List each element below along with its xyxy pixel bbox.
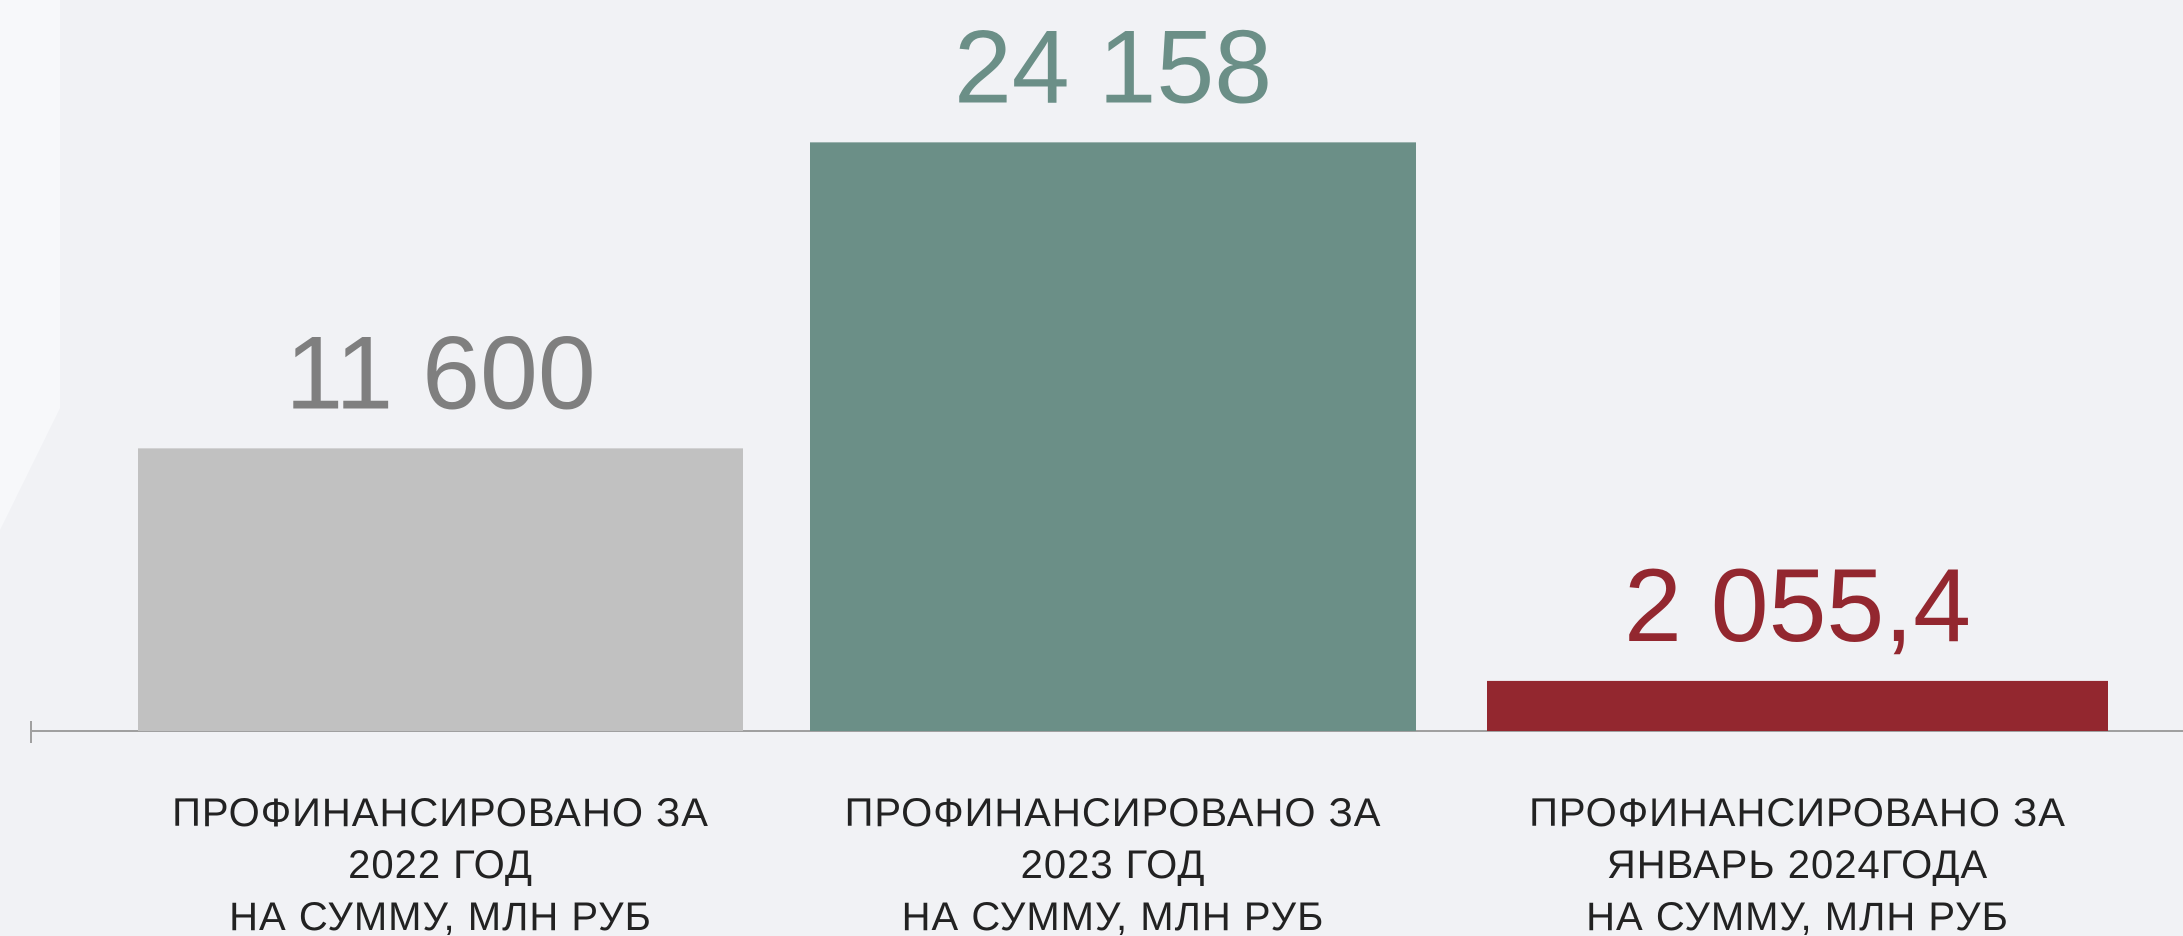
category-label: ПРОФИНАНСИРОВАНО ЗА [172,791,709,835]
category-label: НА СУММУ, МЛН РУБ [229,895,652,936]
background-shape [0,0,60,530]
category-label: ПРОФИНАНСИРОВАНО ЗА [845,791,1382,835]
category-label: ПРОФИНАНСИРОВАНО ЗА [1529,791,2066,835]
bar [1487,680,2108,731]
category-label: ЯНВАРЬ 2024ГОДА [1607,843,1988,887]
value-label: 11 600 [285,315,595,431]
category-label: 2023 ГОД [1021,843,1206,887]
value-label: 2 055,4 [1624,548,1971,664]
bar [810,142,1416,731]
bar [138,448,743,731]
value-label: 24 158 [954,9,1272,125]
category-label: 2022 ГОД [348,843,533,887]
category-label: НА СУММУ, МЛН РУБ [902,895,1325,936]
category-label: НА СУММУ, МЛН РУБ [1586,895,2009,936]
